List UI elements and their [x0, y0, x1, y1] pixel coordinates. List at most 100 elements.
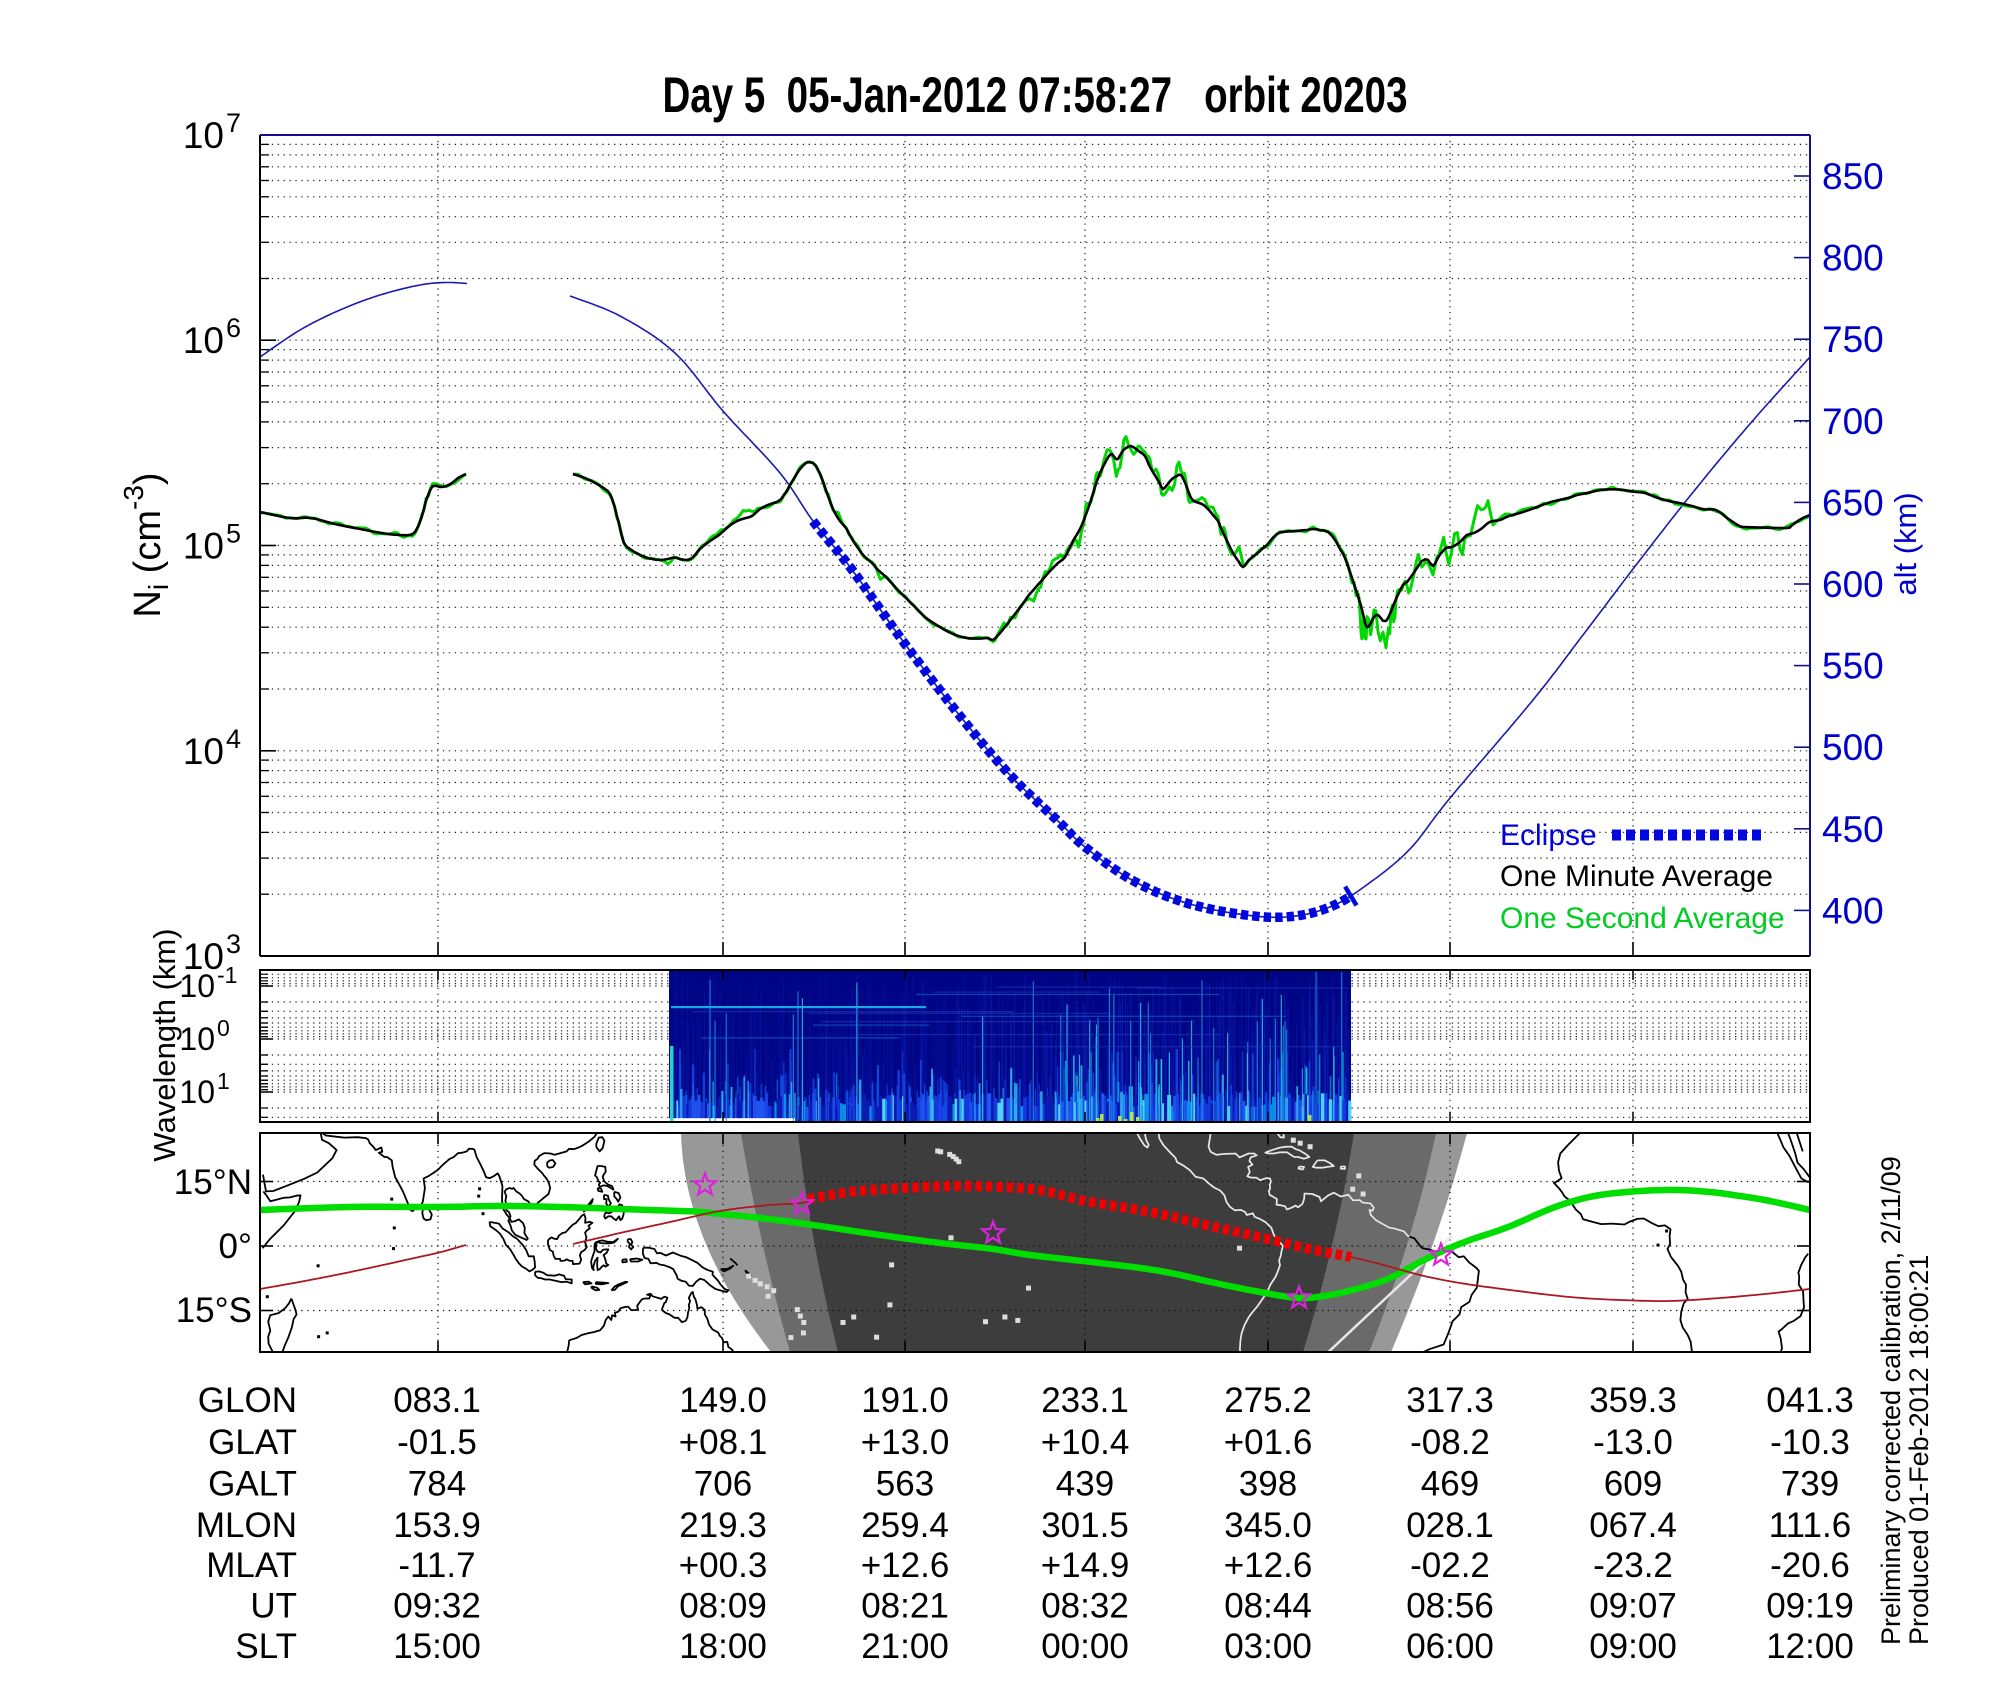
svg-text:739: 739 [1781, 1465, 1839, 1504]
svg-text:+10.4: +10.4 [1041, 1423, 1130, 1462]
svg-text:Ni (cm-3): Ni (cm-3) [118, 472, 174, 617]
svg-text:041.3: 041.3 [1766, 1381, 1854, 1420]
svg-text:Produced 01-Feb-2012 18:00:21: Produced 01-Feb-2012 18:00:21 [1904, 1255, 1934, 1645]
svg-text:09:07: 09:07 [1589, 1587, 1677, 1626]
svg-text:-23.2: -23.2 [1593, 1546, 1673, 1585]
svg-text:+12.6: +12.6 [1224, 1546, 1313, 1585]
svg-text:6: 6 [226, 313, 241, 343]
svg-text:10: 10 [183, 731, 224, 772]
svg-text:Wavelength (km): Wavelength (km) [147, 928, 182, 1161]
svg-text:10: 10 [179, 1074, 215, 1110]
svg-text:Day 5 05-Jan-2012 07:58:27: Day 5 05-Jan-2012 07:58:27 orbit 20203 [663, 67, 1408, 123]
svg-text:15°N: 15°N [174, 1163, 252, 1202]
svg-text:400: 400 [1822, 890, 1884, 931]
svg-text:+12.6: +12.6 [861, 1546, 950, 1585]
svg-text:GLON: GLON [198, 1381, 297, 1420]
svg-text:10: 10 [183, 936, 224, 977]
svg-text:500: 500 [1822, 727, 1884, 768]
svg-text:12:00: 12:00 [1766, 1627, 1854, 1666]
svg-text:-08.2: -08.2 [1410, 1423, 1490, 1462]
svg-text:191.0: 191.0 [861, 1381, 949, 1420]
svg-text:10: 10 [183, 115, 224, 156]
svg-text:+00.3: +00.3 [679, 1546, 768, 1585]
svg-text:One Minute Average: One Minute Average [1500, 860, 1773, 893]
svg-text:10: 10 [179, 1021, 215, 1057]
svg-text:275.2: 275.2 [1224, 1381, 1312, 1420]
svg-text:706: 706 [694, 1465, 752, 1504]
svg-text:08:32: 08:32 [1041, 1587, 1129, 1626]
svg-text:06:00: 06:00 [1406, 1627, 1494, 1666]
svg-text:10: 10 [183, 526, 224, 567]
svg-text:149.0: 149.0 [679, 1381, 767, 1420]
svg-text:028.1: 028.1 [1406, 1506, 1494, 1545]
svg-text:08:56: 08:56 [1406, 1587, 1494, 1626]
svg-text:09:19: 09:19 [1766, 1587, 1854, 1626]
svg-text:18:00: 18:00 [679, 1627, 767, 1666]
svg-text:850: 850 [1822, 156, 1884, 197]
svg-text:0: 0 [217, 1015, 230, 1041]
svg-text:03:00: 03:00 [1224, 1627, 1312, 1666]
svg-text:UT: UT [250, 1587, 297, 1626]
svg-text:219.3: 219.3 [679, 1506, 767, 1545]
svg-text:-20.6: -20.6 [1770, 1546, 1850, 1585]
svg-text:111.6: 111.6 [1769, 1506, 1851, 1545]
svg-text:1: 1 [217, 1068, 230, 1094]
svg-text:-11.7: -11.7 [398, 1546, 475, 1585]
svg-text:15°S: 15°S [176, 1291, 252, 1330]
svg-text:784: 784 [408, 1465, 466, 1504]
svg-text:345.0: 345.0 [1224, 1506, 1312, 1545]
svg-text:Preliminary corrected calibrat: Preliminary corrected calibration, 2/11/… [1876, 1156, 1906, 1645]
svg-text:650: 650 [1822, 482, 1884, 523]
svg-text:550: 550 [1822, 646, 1884, 687]
svg-text:GLAT: GLAT [208, 1423, 297, 1462]
svg-text:600: 600 [1822, 564, 1884, 605]
svg-text:alt (km): alt (km) [1888, 492, 1923, 595]
svg-text:083.1: 083.1 [393, 1381, 481, 1420]
svg-text:08:44: 08:44 [1224, 1587, 1312, 1626]
svg-text:301.5: 301.5 [1041, 1506, 1129, 1545]
svg-text:469: 469 [1421, 1465, 1479, 1504]
svg-text:398: 398 [1239, 1465, 1297, 1504]
svg-text:08:09: 08:09 [679, 1587, 767, 1626]
svg-text:-10.3: -10.3 [1770, 1423, 1850, 1462]
svg-text:-01.5: -01.5 [397, 1423, 477, 1462]
svg-text:153.9: 153.9 [393, 1506, 481, 1545]
svg-text:+13.0: +13.0 [861, 1423, 950, 1462]
svg-text:10: 10 [183, 320, 224, 361]
svg-text:15:00: 15:00 [393, 1627, 481, 1666]
svg-text:609: 609 [1604, 1465, 1662, 1504]
svg-text:0°: 0° [219, 1227, 252, 1266]
svg-text:067.4: 067.4 [1589, 1506, 1677, 1545]
svg-text:10: 10 [179, 968, 215, 1004]
svg-text:750: 750 [1822, 319, 1884, 360]
svg-text:563: 563 [876, 1465, 934, 1504]
svg-text:Eclipse: Eclipse [1500, 819, 1597, 852]
svg-text:5: 5 [226, 519, 241, 549]
svg-text:+08.1: +08.1 [679, 1423, 768, 1462]
svg-text:MLON: MLON [196, 1506, 297, 1545]
svg-text:One Second Average: One Second Average [1500, 902, 1785, 935]
svg-text:7: 7 [226, 108, 241, 138]
svg-text:08:21: 08:21 [861, 1587, 949, 1626]
svg-text:+14.9: +14.9 [1041, 1546, 1130, 1585]
svg-text:359.3: 359.3 [1589, 1381, 1677, 1420]
svg-text:GALT: GALT [208, 1465, 297, 1504]
svg-text:439: 439 [1056, 1465, 1114, 1504]
svg-text:-1: -1 [217, 962, 237, 988]
svg-text:4: 4 [226, 724, 241, 754]
svg-text:-13.0: -13.0 [1593, 1423, 1673, 1462]
svg-text:233.1: 233.1 [1041, 1381, 1129, 1420]
svg-text:-02.2: -02.2 [1410, 1546, 1490, 1585]
svg-text:259.4: 259.4 [861, 1506, 949, 1545]
svg-text:450: 450 [1822, 809, 1884, 850]
svg-text:21:00: 21:00 [861, 1627, 949, 1666]
svg-text:SLT: SLT [235, 1627, 297, 1666]
svg-text:09:00: 09:00 [1589, 1627, 1677, 1666]
svg-text:00:00: 00:00 [1041, 1627, 1129, 1666]
svg-text:09:32: 09:32 [393, 1587, 481, 1626]
svg-text:700: 700 [1822, 401, 1884, 442]
svg-text:800: 800 [1822, 238, 1884, 279]
svg-text:+01.6: +01.6 [1224, 1423, 1313, 1462]
svg-text:3: 3 [226, 929, 241, 959]
svg-text:317.3: 317.3 [1406, 1381, 1494, 1420]
